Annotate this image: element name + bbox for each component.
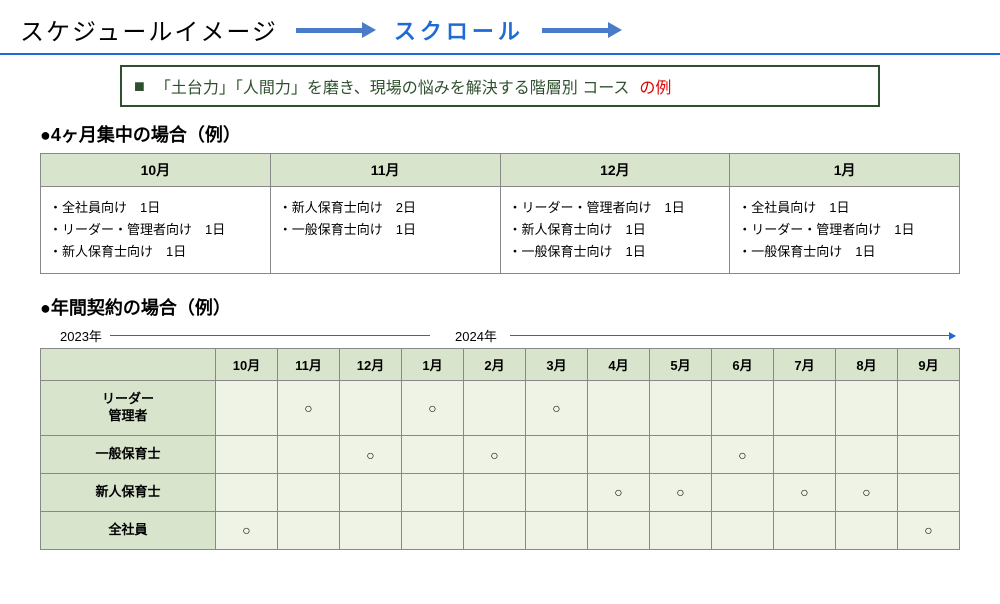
mark-cell: ○ — [898, 511, 960, 549]
table-row: 新人保育士○○○○ — [41, 473, 960, 511]
mark-cell — [464, 511, 526, 549]
month-header: 8月 — [836, 349, 898, 381]
mark-cell — [712, 511, 774, 549]
timeline-arrow-icon — [510, 335, 955, 336]
mark-cell — [650, 381, 712, 436]
annual-table: 10月11月12月1月2月3月4月5月6月7月8月9月 リーダー管理者○○○一般… — [40, 348, 960, 549]
month-header: 3月 — [526, 349, 588, 381]
mark-cell — [774, 381, 836, 436]
mark-cell — [650, 436, 712, 474]
arrow-right-icon — [296, 25, 376, 35]
section1-heading: ●4ヶ月集中の場合（例） — [40, 121, 1000, 147]
table-row: リーダー管理者 ○ ○ ○ — [41, 381, 960, 436]
year-2024-label: 2024年 — [455, 326, 497, 345]
mark-cell — [526, 473, 588, 511]
mark-cell — [402, 436, 464, 474]
month-header: 12月 — [340, 349, 402, 381]
schedule-cell: ・新人保育士向け 2日・一般保育士向け 1日 — [270, 187, 500, 274]
mark-cell — [340, 473, 402, 511]
month-header: 12月 — [500, 154, 730, 187]
page-title: スケジュールイメージ — [20, 12, 278, 47]
month-header: 2月 — [464, 349, 526, 381]
mark-cell: ○ — [278, 381, 340, 436]
mark-cell: ○ — [588, 473, 650, 511]
mark-cell — [464, 473, 526, 511]
month-header: 9月 — [898, 349, 960, 381]
role-label: 新人保育士 — [41, 473, 216, 511]
mark-cell: ○ — [712, 436, 774, 474]
timeline-line — [110, 335, 430, 336]
mark-cell — [712, 381, 774, 436]
mark-cell: ○ — [650, 473, 712, 511]
banner-text-main: 「土台力」「人間力」を磨き、現場の悩みを解決する階層別 コース — [155, 74, 630, 98]
year-timeline: 2023年 2024年 — [40, 326, 960, 348]
month-header: 11月 — [270, 154, 500, 187]
mark-cell — [278, 473, 340, 511]
mark-cell — [402, 511, 464, 549]
mark-cell — [464, 381, 526, 436]
role-label: 全社員 — [41, 511, 216, 549]
mark-cell — [402, 473, 464, 511]
month-header: 10月 — [41, 154, 271, 187]
month-header: 7月 — [774, 349, 836, 381]
month-header: 1月 — [402, 349, 464, 381]
schedule-cell: ・リーダー・管理者向け 1日・新人保育士向け 1日・一般保育士向け 1日 — [500, 187, 730, 274]
month-header: 6月 — [712, 349, 774, 381]
mark-cell — [650, 511, 712, 549]
mark-cell — [340, 511, 402, 549]
month-header: 11月 — [278, 349, 340, 381]
mark-cell — [216, 436, 278, 474]
mark-cell — [526, 511, 588, 549]
mark-cell — [836, 511, 898, 549]
year-2023-label: 2023年 — [60, 326, 102, 345]
role-label: 一般保育士 — [41, 436, 216, 474]
mark-cell — [526, 436, 588, 474]
month-header: 10月 — [216, 349, 278, 381]
header-underline — [0, 53, 1000, 55]
mark-cell — [898, 473, 960, 511]
mark-cell: ○ — [836, 473, 898, 511]
mark-cell — [898, 436, 960, 474]
mark-cell — [774, 436, 836, 474]
section2-heading: ●年間契約の場合（例） — [40, 294, 1000, 320]
mark-cell — [588, 436, 650, 474]
month-header: 5月 — [650, 349, 712, 381]
table-row: 全社員○○ — [41, 511, 960, 549]
mark-cell: ○ — [464, 436, 526, 474]
scroll-label: スクロール — [394, 14, 524, 46]
mark-cell — [774, 511, 836, 549]
role-label: リーダー管理者 — [41, 381, 216, 436]
header: スケジュールイメージ スクロール — [0, 0, 1000, 53]
arrow-right-icon — [542, 25, 622, 35]
mark-cell — [340, 381, 402, 436]
schedule-cell: ・全社員向け 1日・リーダー・管理者向け 1日・新人保育士向け 1日 — [41, 187, 271, 274]
mark-cell — [836, 436, 898, 474]
mark-cell: ○ — [774, 473, 836, 511]
course-banner: ■ 「土台力」「人間力」を磨き、現場の悩みを解決する階層別 コース の例 — [120, 65, 880, 107]
mark-cell — [712, 473, 774, 511]
mark-cell — [836, 381, 898, 436]
mark-cell — [278, 511, 340, 549]
mark-cell: ○ — [340, 436, 402, 474]
mark-cell — [278, 436, 340, 474]
row-header-blank — [41, 349, 216, 381]
mark-cell: ○ — [216, 511, 278, 549]
mark-cell — [588, 381, 650, 436]
table-row: 一般保育士 ○ ○ ○ — [41, 436, 960, 474]
month-header: 1月 — [730, 154, 960, 187]
mark-cell — [216, 381, 278, 436]
mark-cell: ○ — [526, 381, 588, 436]
four-month-table: 10月11月12月1月 ・全社員向け 1日・リーダー・管理者向け 1日・新人保育… — [40, 153, 960, 274]
mark-cell — [588, 511, 650, 549]
square-bullet-icon: ■ — [134, 76, 145, 97]
banner-text-red: の例 — [639, 74, 671, 98]
month-header: 4月 — [588, 349, 650, 381]
mark-cell: ○ — [402, 381, 464, 436]
schedule-cell: ・全社員向け 1日・リーダー・管理者向け 1日・一般保育士向け 1日 — [730, 187, 960, 274]
mark-cell — [216, 473, 278, 511]
mark-cell — [898, 381, 960, 436]
